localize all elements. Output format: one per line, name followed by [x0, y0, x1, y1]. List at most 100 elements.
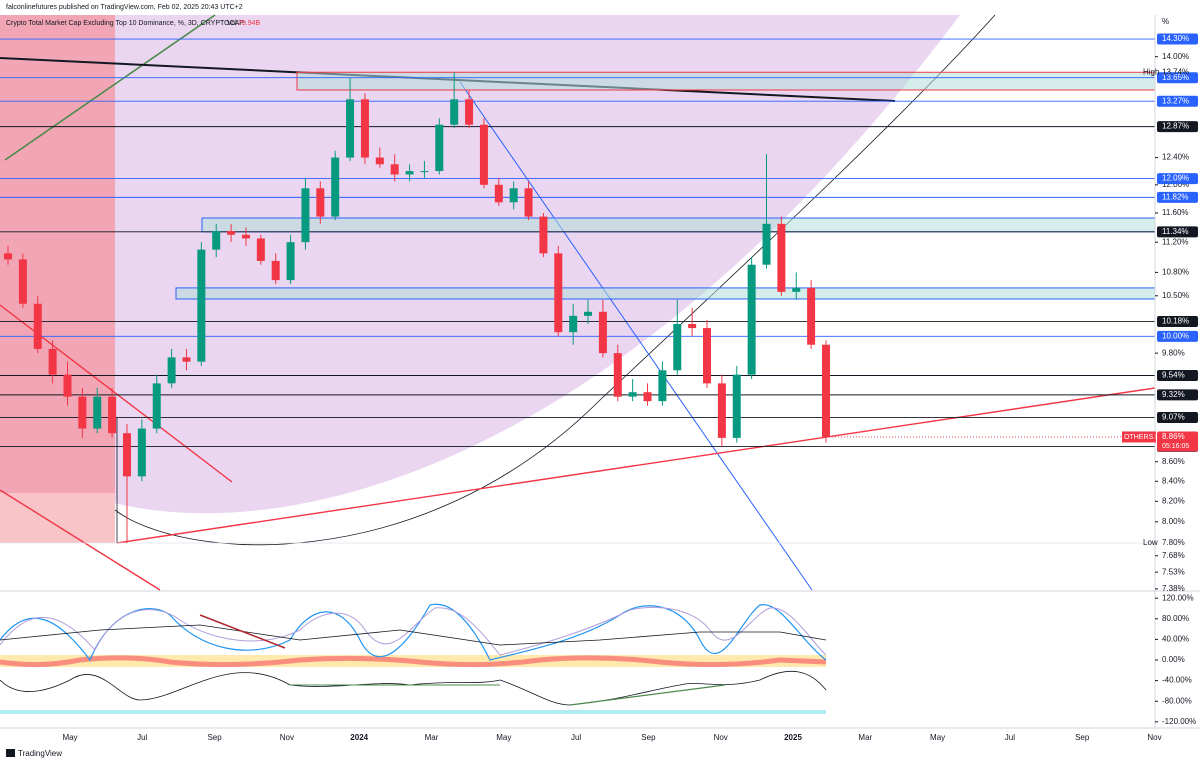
trend-line: [116, 387, 1156, 544]
candle-body: [212, 231, 221, 250]
candle-body: [807, 287, 816, 345]
chart-title: Crypto Total Market Cap Excluding Top 10…: [6, 20, 244, 27]
zone: [175, 287, 1156, 300]
zone: [296, 71, 1156, 91]
price-countdown: 05:16:05: [1162, 443, 1189, 450]
level-badge: [1157, 121, 1198, 133]
x-tick-label: Nov: [1147, 733, 1161, 742]
candle-body: [167, 357, 176, 384]
candle-body: [435, 124, 444, 172]
y-tick-label: 7.38%: [1162, 584, 1185, 593]
indicator-tick-label: -120.00%: [1162, 717, 1196, 726]
candle-body: [152, 383, 161, 429]
x-tick-label: 2025: [784, 733, 802, 742]
indicator-tick-label: 0.00%: [1162, 655, 1185, 664]
indicator-wave: [0, 655, 827, 668]
candle-body: [360, 99, 369, 158]
candle-body: [747, 264, 756, 375]
y-tick-label: 8.60%: [1162, 457, 1185, 466]
level-badge: [1157, 330, 1198, 342]
marker-value: 13.74%: [1162, 67, 1189, 76]
x-tick-label: Sep: [641, 733, 656, 742]
indicator-line: [0, 671, 827, 706]
x-tick-label: Nov: [714, 733, 728, 742]
level-badge: [1157, 173, 1198, 185]
x-tick-label: May: [930, 733, 945, 742]
y-tick-label: 9.80%: [1162, 348, 1185, 357]
level-badge: [1157, 226, 1198, 238]
candle-body: [241, 234, 250, 239]
y-tick-label: 10.80%: [1162, 267, 1189, 276]
level-badge: [1157, 33, 1198, 45]
level-label: 9.32%: [1162, 390, 1185, 399]
candle-body: [93, 396, 102, 429]
candle-body: [688, 323, 697, 329]
y-tick-label: 7.68%: [1162, 551, 1185, 560]
x-tick-label: Jul: [571, 733, 581, 742]
level-badge: [1157, 72, 1198, 84]
y-tick-label: 14.00%: [1162, 52, 1189, 61]
level-label: 13.65%: [1162, 73, 1189, 82]
candle-body: [331, 157, 340, 217]
price-name: OTHERS.D: [1124, 434, 1160, 441]
candle-body: [405, 171, 414, 175]
candle-body: [18, 259, 27, 304]
level-label: 10.18%: [1162, 317, 1189, 326]
candle-body: [673, 323, 682, 371]
indicator-tick-label: -40.00%: [1162, 676, 1192, 685]
level-label: 11.82%: [1162, 192, 1189, 201]
indicator-tick-label: 80.00%: [1162, 614, 1189, 623]
trend-line: [0, 489, 161, 591]
indicator-tick-label: -80.00%: [1162, 696, 1192, 705]
candle-body: [375, 157, 384, 165]
candle-body: [271, 260, 280, 281]
candle-body: [717, 383, 726, 438]
candle-body: [569, 315, 578, 333]
candle-body: [286, 242, 295, 281]
candle-body: [732, 374, 741, 438]
arc-zone: [0, 15, 960, 514]
candle-body: [494, 184, 503, 203]
footer: TradingView: [18, 749, 62, 758]
level-label: 14.30%: [1162, 34, 1189, 43]
candle-body: [122, 433, 131, 477]
candle-body: [777, 223, 786, 292]
volume-value: 79.94B: [238, 20, 261, 27]
indicator-line: [0, 603, 827, 662]
y-tick-label: 7.53%: [1162, 567, 1185, 576]
x-tick-label: Jul: [137, 733, 147, 742]
candle-body: [762, 223, 771, 265]
candle-body: [628, 392, 637, 397]
candle-body: [256, 238, 265, 261]
level-badge: [1157, 95, 1198, 107]
level-label: 12.09%: [1162, 174, 1189, 183]
y-tick-label: 11.60%: [1162, 208, 1189, 217]
level-badge: [1157, 411, 1198, 423]
x-tick-label: Sep: [1075, 733, 1090, 742]
y-tick-label: 12.40%: [1162, 153, 1189, 162]
candle-body: [390, 164, 399, 175]
level-label: 13.27%: [1162, 96, 1189, 105]
candle-body: [197, 249, 206, 362]
unit: %: [1162, 17, 1169, 26]
x-tick-label: Jul: [1005, 733, 1015, 742]
y-tick-label: 8.40%: [1162, 476, 1185, 485]
x-tick-label: 2024: [350, 733, 368, 742]
candle-body: [450, 99, 459, 125]
candle-body: [598, 311, 607, 354]
candle-body: [346, 99, 355, 158]
level-label: 11.34%: [1162, 227, 1189, 236]
candle-body: [48, 348, 57, 375]
level-badge: [1157, 316, 1198, 328]
candle-body: [479, 124, 488, 185]
candle-body: [316, 188, 325, 217]
x-tick-label: Sep: [207, 733, 222, 742]
candle-body: [182, 357, 191, 362]
level-badge: [1157, 191, 1198, 203]
price-badge: [1157, 431, 1198, 452]
x-tick-label: Mar: [425, 733, 439, 742]
y-tick-label: 8.00%: [1162, 517, 1185, 526]
candle-body: [301, 188, 310, 243]
candle-body: [465, 99, 474, 125]
level-label: 9.07%: [1162, 413, 1185, 422]
